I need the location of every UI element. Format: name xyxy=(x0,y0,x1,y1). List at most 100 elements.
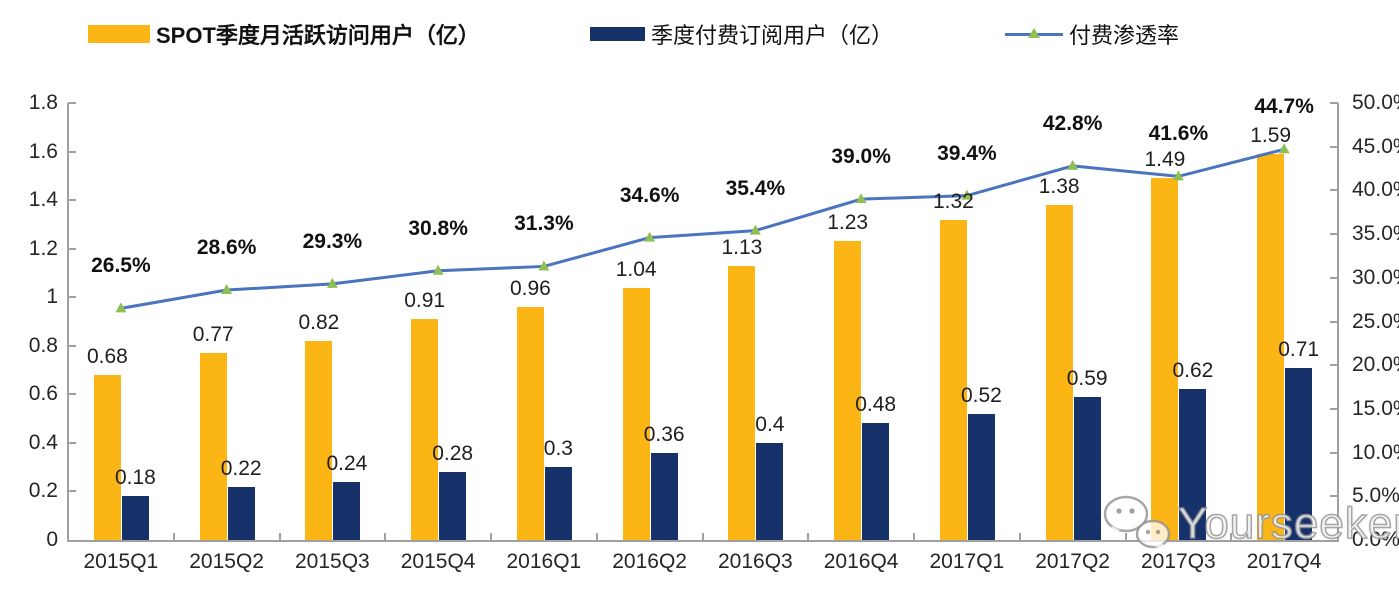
right-axis-tick-label: 25.0% xyxy=(1352,309,1399,333)
x-axis-label: 2015Q4 xyxy=(400,550,476,573)
right-axis-tick-mark xyxy=(1330,407,1338,410)
right-axis-tick-label: 40.0% xyxy=(1352,178,1399,202)
left-axis-tick-mark xyxy=(68,199,76,202)
right-axis-tick-mark xyxy=(1330,451,1338,454)
mau-bar-label: 1.13 xyxy=(721,235,763,259)
x-axis-label: 2017Q2 xyxy=(1035,550,1110,573)
left-axis-tick-label: 1.2 xyxy=(28,236,58,260)
left-axis-tick-label: 1.4 xyxy=(28,188,58,212)
mau-bar-label: 1.38 xyxy=(1038,174,1080,198)
left-axis-tick-label: 0.4 xyxy=(28,430,58,454)
right-axis-tick-label: 35.0% xyxy=(1352,222,1399,246)
penetration-marker-icon xyxy=(1067,159,1079,170)
mau-bar-label: 0.77 xyxy=(192,323,234,347)
x-axis-label: 2015Q1 xyxy=(83,550,159,573)
mau-bar xyxy=(728,265,756,540)
right-axis-tick-mark xyxy=(1330,102,1338,104)
triangle-marker-icon xyxy=(1028,27,1040,38)
right-axis-tick-mark xyxy=(1330,233,1338,236)
left-axis-tick-label: 1.6 xyxy=(28,139,58,163)
mau-bar-label: 0.68 xyxy=(86,344,128,368)
penetration-label: 26.5% xyxy=(91,254,151,278)
right-axis-tick-label: 20.0% xyxy=(1352,353,1399,377)
right-axis-tick-mark xyxy=(1330,320,1338,323)
penetration-label: 41.6% xyxy=(1148,122,1209,146)
mau-bar-label: 0.91 xyxy=(404,289,446,313)
subs-bar xyxy=(756,442,784,540)
x-axis-label: 2017Q1 xyxy=(929,550,1005,573)
subs-bar xyxy=(650,452,678,540)
right-axis-tick-mark xyxy=(1330,364,1338,367)
x-axis-tick-mark xyxy=(595,533,598,541)
penetration-legend-line-icon xyxy=(1005,27,1063,38)
left-axis-tick-mark xyxy=(68,344,76,347)
subs-bar xyxy=(227,486,255,540)
mau-bar xyxy=(516,306,544,540)
penetration-label: 42.8% xyxy=(1042,111,1103,135)
subs-bar-label: 0.28 xyxy=(432,442,474,466)
legend-item-subscribers: 季度付费订阅用户（亿） xyxy=(590,18,893,50)
subs-bar xyxy=(121,496,149,540)
x-axis-label: 2017Q3 xyxy=(1141,550,1216,573)
subs-bar-label: 0.24 xyxy=(326,451,368,475)
left-axis-tick-mark xyxy=(68,102,76,104)
right-axis-tick-label: 45.0% xyxy=(1352,134,1399,158)
x-axis-line xyxy=(67,540,1339,542)
left-axis-tick-label: 1 xyxy=(46,285,58,309)
penetration-marker-icon xyxy=(538,260,550,271)
left-axis-tick-mark xyxy=(68,393,76,396)
subs-bar-label: 0.71 xyxy=(1278,337,1320,361)
right-axis-tick-label: 0.0% xyxy=(1352,528,1399,551)
right-axis-tick-label: 10.0% xyxy=(1352,440,1399,464)
mau-bar xyxy=(93,374,121,540)
x-axis-label: 2016Q4 xyxy=(823,550,899,573)
x-axis-tick-mark xyxy=(1230,533,1233,541)
penetration-marker-icon xyxy=(432,264,444,275)
x-axis-tick-mark xyxy=(490,533,492,541)
x-axis-label: 2016Q1 xyxy=(506,550,582,573)
right-axis-tick-mark xyxy=(1330,189,1338,192)
subs-bar-label: 0.52 xyxy=(960,383,1002,407)
left-axis-tick-label: 0.6 xyxy=(28,382,58,406)
subs-bar xyxy=(1285,367,1313,540)
mau-bar-label: 0.82 xyxy=(298,310,340,334)
subs-bar-label: 0.18 xyxy=(114,466,156,490)
penetration-label: 39.4% xyxy=(937,141,997,165)
subs-bar xyxy=(967,413,995,540)
right-axis-line xyxy=(1337,103,1339,540)
mau-legend-swatch-icon xyxy=(88,25,150,43)
penetration-label: 31.3% xyxy=(514,212,574,236)
right-axis-tick-label: 15.0% xyxy=(1352,396,1399,420)
penetration-marker-icon xyxy=(644,231,656,242)
x-axis-tick-mark xyxy=(807,533,810,541)
left-axis-tick-label: 0.2 xyxy=(28,479,58,503)
penetration-marker-icon xyxy=(749,224,761,235)
penetration-label: 44.7% xyxy=(1254,95,1314,119)
subs-bar xyxy=(1073,396,1101,540)
right-axis-tick-label: 5.0% xyxy=(1352,484,1399,508)
right-axis-tick-mark xyxy=(1330,495,1338,498)
x-axis-label: 2015Q2 xyxy=(189,550,264,573)
right-axis-tick-mark xyxy=(1330,145,1338,148)
left-axis-tick-label: 1.8 xyxy=(28,91,58,114)
x-axis-tick-mark xyxy=(701,533,704,541)
penetration-label: 29.3% xyxy=(302,229,363,253)
right-axis-tick-label: 30.0% xyxy=(1352,265,1399,289)
left-axis-tick-mark xyxy=(68,441,76,444)
x-axis-label: 2016Q2 xyxy=(612,550,687,573)
x-axis-label: 2016Q3 xyxy=(718,550,793,573)
subs-bar-label: 0.62 xyxy=(1172,359,1214,383)
mau-bar xyxy=(939,219,967,540)
mau-bar xyxy=(305,340,333,540)
subs-bar xyxy=(333,481,361,540)
mau-bar-label: 1.49 xyxy=(1144,148,1186,172)
x-axis-tick-mark xyxy=(913,533,915,541)
mau-bar-label: 1.23 xyxy=(827,211,869,235)
x-axis-label: 2017Q4 xyxy=(1246,550,1322,573)
legend-item-mau: SPOT季度月活跃访问用户（亿） xyxy=(88,18,480,50)
left-axis-tick-mark xyxy=(68,247,76,250)
left-axis-line xyxy=(67,103,69,540)
x-axis-tick-mark xyxy=(1018,533,1021,541)
mau-bar xyxy=(834,241,862,540)
